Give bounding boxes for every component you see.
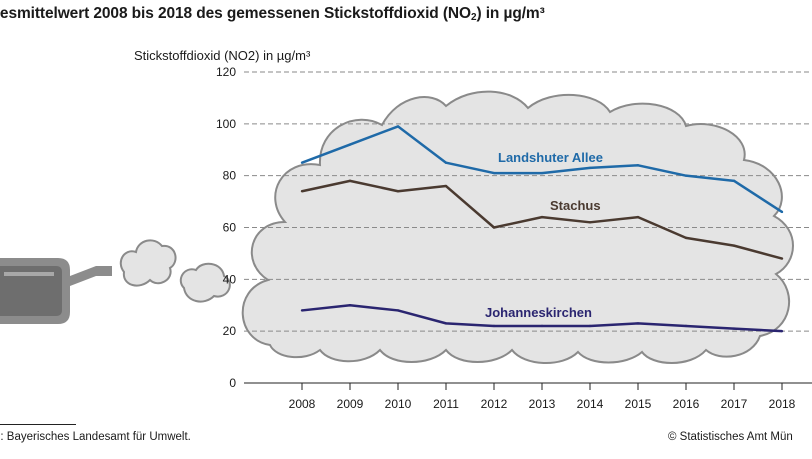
- data-point: [732, 179, 736, 183]
- data-point: [588, 324, 592, 328]
- x-axis-ticks: 2008 2009 2010 2011 2012 2013 2014 2015 2016 2017…: [289, 383, 796, 411]
- chart-title: resmittelwert 2008 bis 2018 des gemessen…: [0, 5, 545, 23]
- x-tick-label: 2009: [337, 397, 364, 411]
- data-point: [300, 309, 304, 312]
- source-note: e: Bayerisches Landesamt für Umwelt.: [0, 431, 191, 443]
- data-point: [732, 244, 736, 247]
- data-point: [540, 215, 544, 219]
- y-tick-label: 120: [216, 65, 236, 79]
- data-point: [732, 327, 736, 330]
- data-point: [396, 309, 400, 312]
- data-point: [588, 221, 592, 224]
- data-point: [492, 171, 496, 175]
- y-tick-label: 100: [216, 117, 236, 131]
- footer-divider: [0, 424, 76, 425]
- data-point: [348, 179, 352, 183]
- data-point: [444, 322, 448, 325]
- data-point: [300, 161, 304, 164]
- data-point: [444, 184, 448, 188]
- copyright-note: © Statistisches Amt Mün: [668, 431, 793, 443]
- data-point: [684, 236, 688, 240]
- data-point: [300, 190, 304, 193]
- data-point: [396, 190, 400, 193]
- y-tick-label: 60: [223, 221, 237, 235]
- x-tick-label: 2016: [673, 397, 700, 411]
- data-point: [540, 324, 544, 328]
- data-point: [492, 226, 496, 229]
- x-tick-label: 2011: [433, 397, 459, 411]
- y-tick-label: 80: [223, 169, 237, 183]
- data-point: [636, 322, 640, 325]
- y-gridlines: [244, 71, 812, 332]
- data-point: [780, 329, 784, 333]
- exhaust-pipe-illustration: [0, 258, 112, 324]
- y-tick-label: 40: [223, 272, 237, 286]
- data-point: [636, 215, 640, 219]
- y-tick-label: 0: [229, 376, 236, 390]
- x-tick-label: 2013: [529, 397, 556, 411]
- x-tick-label: 2018: [769, 397, 796, 411]
- series-label-landshuter-allee: Landshuter Allee: [498, 150, 603, 165]
- data-point: [780, 257, 784, 260]
- y-tick-label: 20: [223, 324, 237, 338]
- data-point: [348, 304, 352, 307]
- data-point: [780, 210, 784, 214]
- x-tick-label: 2014: [577, 397, 604, 411]
- x-tick-label: 2008: [289, 397, 316, 411]
- data-point: [684, 174, 688, 177]
- y-axis-label: Stickstoffdioxid (NO2) in µg/m³: [134, 48, 311, 63]
- y-axis-ticks: 0 20 40 60 80 100 120: [216, 65, 236, 390]
- data-point: [348, 143, 352, 146]
- data-point: [588, 166, 592, 170]
- data-point: [396, 125, 400, 128]
- data-point: [636, 164, 640, 167]
- series-label-johanneskirchen: Johanneskirchen: [485, 305, 592, 320]
- data-point: [684, 324, 688, 328]
- data-series: [300, 125, 784, 333]
- x-tick-label: 2010: [385, 397, 412, 411]
- data-point: [492, 324, 496, 328]
- smoke-puff-icon: [119, 239, 231, 303]
- x-tick-label: 2017: [721, 397, 748, 411]
- series-label-stachus: Stachus: [550, 198, 601, 213]
- data-point: [444, 161, 448, 164]
- x-tick-label: 2015: [625, 397, 652, 411]
- x-tick-label: 2012: [481, 397, 508, 411]
- data-point: [540, 171, 544, 175]
